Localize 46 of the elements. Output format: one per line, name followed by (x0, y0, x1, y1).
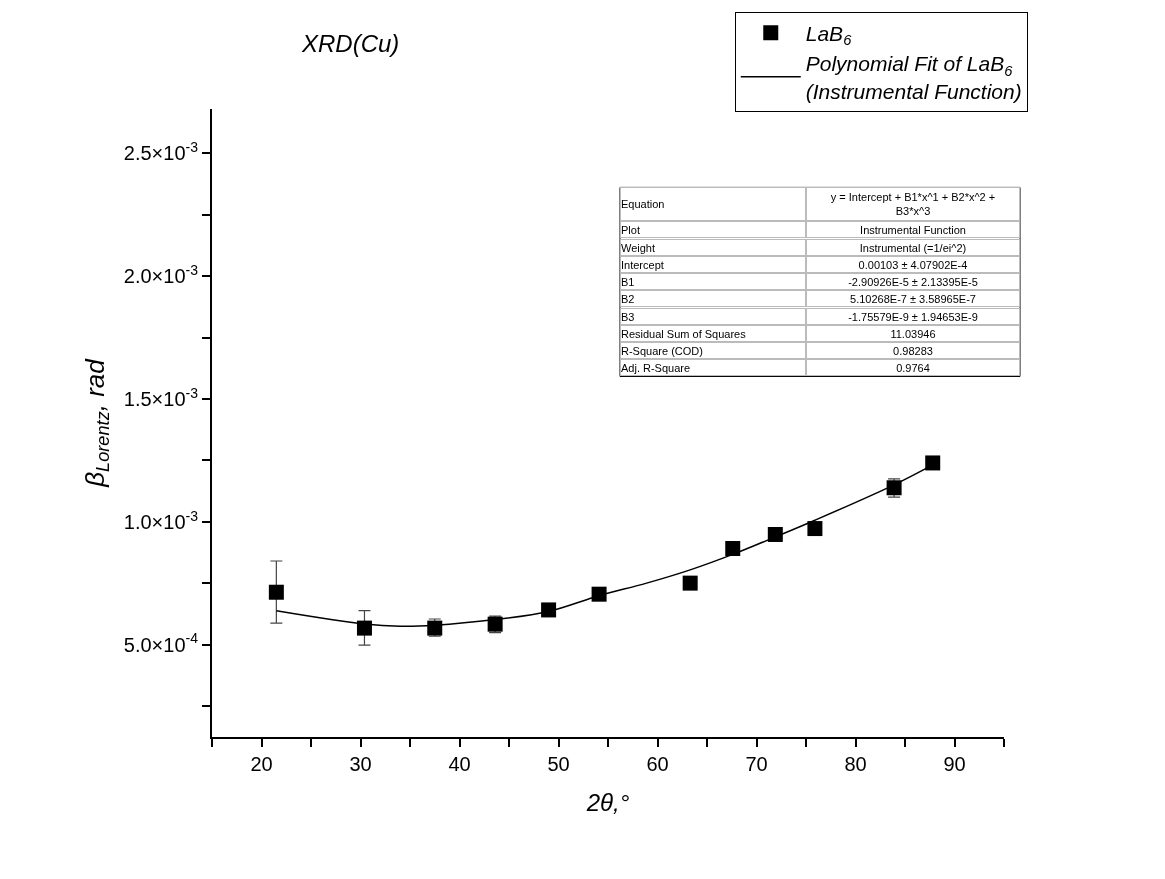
point (356, 620, 372, 636)
y-tick-label: 1.0×10$^{-3}$ (123, 507, 199, 533)
annotation: 0.00103 ± 4.07902E-4 (858, 258, 968, 271)
annotation: y = Intercept + B1*x^1 + B2*x^2 + B3*x^3 (830, 190, 996, 218)
x-tick-label: 50 (547, 753, 570, 775)
y-tick-label: 2.5×10$^{-3}$ (123, 138, 199, 165)
annotation: -2.90926E-5 ± 2.13395E-5 (848, 275, 978, 288)
y-tick-label: 1.5×10$^{-3}$ (123, 384, 199, 411)
x-tick-label: 20 (250, 753, 273, 775)
annotation: Equation (621, 198, 665, 210)
x-tick-label: 30 (349, 753, 372, 775)
point (541, 602, 557, 618)
annotation: Instrumental Function (860, 223, 966, 236)
annotation: 11.03946 (890, 327, 936, 340)
point (725, 540, 741, 556)
point (268, 584, 284, 600)
annotation: 0.9764 (896, 361, 930, 374)
point (767, 526, 783, 542)
y-tick-label: 2.0×10$^{-3}$ (123, 261, 199, 288)
annotation: Weight (621, 241, 656, 254)
point (925, 455, 941, 471)
x-axis-title: 2θ,° (585, 788, 630, 816)
annotation: R-Square (COD) (621, 344, 703, 357)
annotation: Plot (621, 223, 640, 236)
annotation: B3 (621, 310, 635, 323)
point (591, 586, 607, 602)
annotation: 0.98283 (893, 344, 933, 357)
chart-title: XRD(Cu) (301, 30, 400, 57)
annotation: B2 (621, 292, 635, 305)
x-tick-label: 80 (844, 753, 867, 775)
point (682, 575, 698, 591)
annotation: Intercept (621, 258, 664, 271)
legend-label: Polynomial Fit of LaB$_{6}$ (Instrumental Function) (805, 52, 1022, 103)
annotation: Adj. R-Square (621, 361, 691, 374)
annotation: Instrumental (=1/ei^2) (859, 241, 967, 254)
point (807, 521, 823, 537)
annotation: 5.10268E-7 ± 3.58965E-7 (850, 292, 976, 305)
x-tick-label: 60 (646, 753, 669, 775)
y-tick-label: 5.0×10$^{-4}$ (123, 630, 199, 656)
annotation: B1 (621, 275, 635, 288)
annotation: -1.75579E-9 ± 1.94653E-9 (848, 310, 978, 323)
legend-label: LaB$_{6}$ (805, 22, 853, 49)
annotation: Residual Sum of Squares (621, 327, 747, 340)
x-tick-label: 40 (448, 753, 471, 775)
x-tick-label: 90 (943, 753, 966, 775)
x-tick-label: 70 (745, 753, 768, 775)
